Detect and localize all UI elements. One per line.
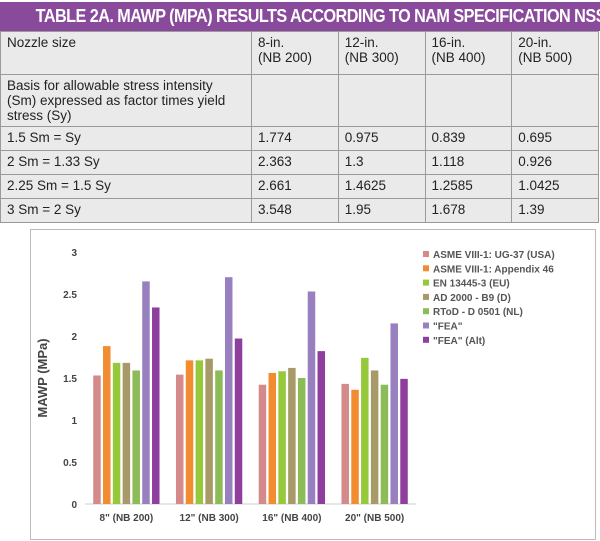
legend-label: EN 13445-3 (EU) bbox=[433, 279, 510, 290]
bar bbox=[132, 370, 140, 504]
legend-label: AD 2000 - B9 (D) bbox=[433, 293, 511, 304]
header-cell: Nozzle size bbox=[0, 31, 252, 75]
bar bbox=[380, 384, 389, 504]
header-cell: 16-in. (NB 400) bbox=[424, 31, 513, 75]
bar bbox=[224, 277, 233, 504]
value-cell: 1.2585 bbox=[424, 174, 513, 199]
value-cell: 1.95 bbox=[337, 198, 426, 223]
value-cell: 2.363 bbox=[251, 150, 339, 175]
value-cell: 1.0425 bbox=[511, 174, 599, 199]
value-cell: 1.118 bbox=[424, 150, 513, 175]
table-title-bar: TABLE 2A. MAWP (MPA) RESULTS ACCORDING T… bbox=[0, 2, 600, 31]
bar bbox=[215, 370, 223, 504]
value-cell: 1.4625 bbox=[337, 174, 426, 199]
chart-svg: 0 0.5 1 1.5 2 2.5 3 MAWP (MPa) 8" (NB 200) 12" (N… bbox=[35, 248, 555, 524]
value-cell: 1.678 bbox=[424, 198, 513, 223]
y-tick-label: 0 bbox=[71, 500, 77, 511]
x-tick-label: 8" (NB 200) bbox=[100, 513, 154, 524]
value-cell: 0.839 bbox=[424, 126, 513, 151]
bar bbox=[341, 383, 349, 504]
bar bbox=[175, 374, 184, 504]
value-cell: 2.661 bbox=[251, 174, 339, 199]
value-cell: 0.975 bbox=[337, 126, 426, 151]
y-tick-label: 1.5 bbox=[63, 374, 77, 385]
legend-swatch bbox=[423, 279, 429, 286]
legend-swatch bbox=[423, 251, 429, 257]
value-cell: 3.548 bbox=[251, 198, 339, 223]
bar bbox=[351, 389, 359, 504]
row-label: 1.5 Sm = Sy bbox=[0, 126, 252, 151]
value-cell: 1.39 bbox=[511, 198, 599, 223]
value-cell: 0.695 bbox=[511, 126, 599, 151]
header-cell: 12-in. (NB 300) bbox=[337, 31, 426, 75]
table-title: TABLE 2A. MAWP (MPA) RESULTS ACCORDING T… bbox=[35, 6, 600, 26]
header-cell: 20-in. (NB 500) bbox=[511, 31, 599, 75]
y-axis-label: MAWP (MPa) bbox=[35, 338, 50, 417]
row-label: 2.25 Sm = 1.5 Sy bbox=[0, 174, 252, 199]
legend-swatch bbox=[423, 322, 429, 329]
bar bbox=[370, 370, 379, 504]
bar bbox=[297, 378, 306, 504]
y-tick-label: 0.5 bbox=[63, 458, 77, 469]
empty-cell bbox=[511, 74, 599, 127]
legend-swatch bbox=[423, 308, 429, 315]
table-row: 2.25 Sm = 1.5 Sy 2.661 1.4625 1.2585 1.0425 bbox=[0, 174, 599, 199]
empty-cell bbox=[337, 74, 426, 127]
value-cell: 1.774 bbox=[251, 126, 339, 151]
value-cell: 0.926 bbox=[511, 150, 599, 175]
bar bbox=[93, 375, 101, 504]
bar bbox=[278, 371, 286, 504]
y-tick-label: 3 bbox=[71, 248, 77, 259]
bar bbox=[288, 367, 296, 504]
x-tick-label: 16" (NB 400) bbox=[262, 513, 321, 524]
table-row: 3 Sm = 2 Sy 3.548 1.95 1.678 1.39 bbox=[0, 198, 599, 223]
bar bbox=[390, 323, 398, 504]
bar bbox=[152, 307, 160, 504]
x-tick-label: 12" (NB 300) bbox=[180, 513, 239, 524]
bar bbox=[307, 291, 316, 504]
x-tick-label: 20" (NB 500) bbox=[345, 513, 404, 524]
row-label: 2 Sm = 1.33 Sy bbox=[0, 150, 252, 175]
basis-row: Basis for allowable stress intensity (Sm… bbox=[0, 74, 599, 127]
bar bbox=[112, 362, 121, 504]
legend-swatch bbox=[423, 265, 429, 272]
table-row: 1.5 Sm = Sy 1.774 0.975 0.839 0.695 bbox=[0, 126, 599, 151]
legend-swatch bbox=[423, 293, 429, 300]
value-cell: 1.3 bbox=[337, 150, 426, 175]
legend-label: ASME VIII-1: UG-37 (USA) bbox=[433, 250, 555, 261]
bar bbox=[205, 358, 213, 504]
legend-label: RToD - D 0501 (NL) bbox=[433, 307, 523, 318]
legend-swatch bbox=[423, 336, 429, 343]
bar bbox=[234, 338, 243, 504]
results-table: Nozzle size 8-in. (NB 200) 12-in. (NB 30… bbox=[0, 31, 599, 223]
bar bbox=[142, 281, 150, 504]
bar-chart: 0 0.5 1 1.5 2 2.5 3 MAWP (MPa) 8" (NB 200) 12" (N… bbox=[30, 229, 596, 540]
bar bbox=[317, 351, 326, 504]
legend-label: "FEA" (Alt) bbox=[433, 336, 485, 347]
y-tick-label: 2 bbox=[71, 332, 77, 343]
legend-label: "FEA" bbox=[433, 322, 463, 333]
bar bbox=[185, 360, 194, 504]
y-tick-label: 1 bbox=[71, 416, 77, 427]
header-cell: 8-in. (NB 200) bbox=[251, 31, 339, 75]
row-label: 3 Sm = 2 Sy bbox=[0, 198, 252, 223]
y-tick-label: 2.5 bbox=[63, 290, 77, 301]
empty-cell bbox=[251, 74, 339, 127]
table-header-row: Nozzle size 8-in. (NB 200) 12-in. (NB 30… bbox=[0, 31, 599, 75]
empty-cell bbox=[424, 74, 513, 127]
table-row: 2 Sm = 1.33 Sy 2.363 1.3 1.118 0.926 bbox=[0, 150, 599, 175]
bar bbox=[195, 360, 204, 504]
bar bbox=[400, 378, 408, 504]
legend-label: ASME VIII-1: Appendix 46 bbox=[433, 264, 554, 275]
bar bbox=[103, 346, 111, 504]
basis-label: Basis for allowable stress intensity (Sm… bbox=[0, 74, 252, 127]
bar bbox=[122, 362, 131, 504]
bar bbox=[361, 357, 369, 504]
bar bbox=[268, 372, 277, 504]
bar bbox=[258, 384, 267, 504]
